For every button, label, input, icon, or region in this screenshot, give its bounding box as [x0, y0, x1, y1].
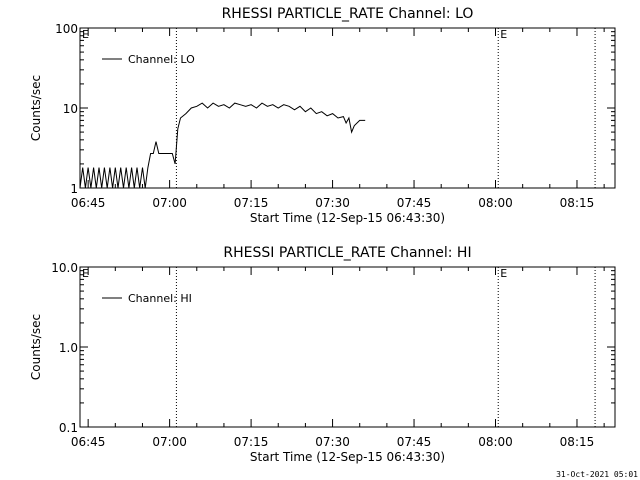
series-line: [79, 102, 366, 189]
x-tick-label: 07:00: [152, 435, 187, 449]
x-tick-label: 07:30: [315, 435, 350, 449]
x-tick-label: 07:00: [152, 196, 187, 210]
chart-title: RHESSI PARTICLE_RATE Channel: HI: [223, 245, 471, 261]
x-tick-label: 07:45: [397, 435, 432, 449]
x-tick-label: 06:45: [71, 196, 106, 210]
legend-label: Channel: HI: [128, 292, 192, 305]
x-tick-label: 08:00: [478, 435, 513, 449]
y-tick-label: 100: [55, 22, 78, 36]
y-tick-label: 10.0: [51, 261, 78, 275]
legend-label: Channel: LO: [128, 53, 195, 66]
y-axis-label: Counts/sec: [29, 314, 43, 380]
y-tick-label: 1.0: [59, 341, 78, 355]
event-marker: E: [82, 28, 89, 41]
plot-frame: [79, 27, 616, 189]
event-marker: E: [500, 267, 507, 280]
x-axis-label: Start Time (12-Sep-15 06:43:30): [250, 211, 445, 225]
x-tick-label: 06:45: [71, 435, 106, 449]
y-tick-label: 1: [70, 182, 78, 196]
x-tick-label: 08:00: [478, 196, 513, 210]
event-marker: E: [82, 267, 89, 280]
event-marker: E: [500, 28, 507, 41]
x-tick-label: 07:15: [234, 196, 269, 210]
chart-title: RHESSI PARTICLE_RATE Channel: LO: [222, 6, 474, 22]
y-tick-label: 0.1: [59, 421, 78, 435]
y-axis-label: Counts/sec: [29, 75, 43, 141]
y-tick-label: 10: [63, 102, 78, 116]
x-tick-label: 07:45: [397, 196, 432, 210]
footer-timestamp: 31-Oct-2021 05:01: [556, 470, 638, 479]
x-tick-label: 07:30: [315, 196, 350, 210]
x-axis-label: Start Time (12-Sep-15 06:43:30): [250, 450, 445, 464]
x-tick-label: 07:15: [234, 435, 269, 449]
x-tick-label: 08:15: [560, 435, 595, 449]
plot-frame: [79, 266, 616, 428]
x-tick-label: 08:15: [560, 196, 595, 210]
